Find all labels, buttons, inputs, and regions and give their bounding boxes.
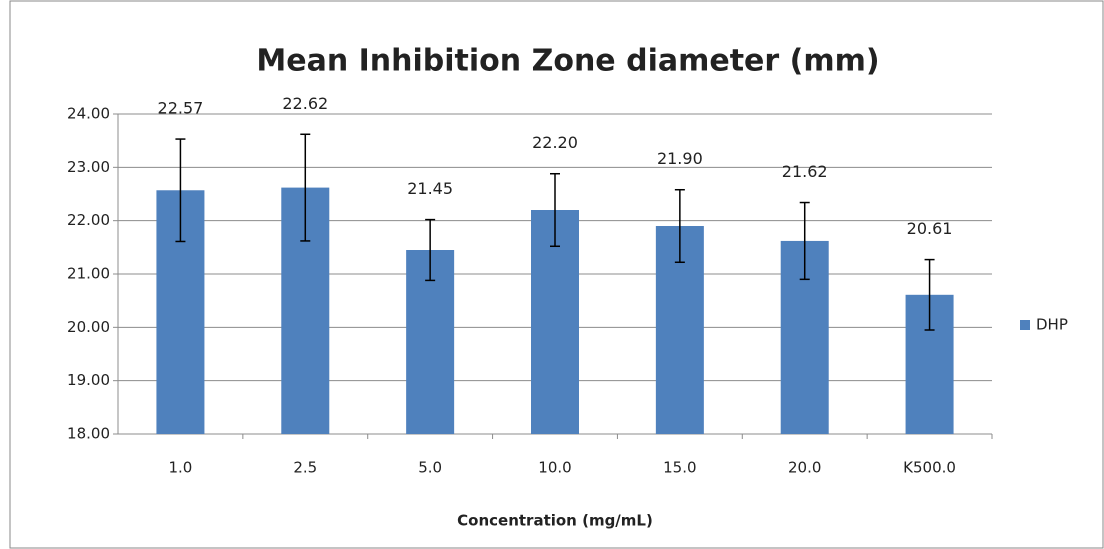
x-tick-label: 5.0	[418, 459, 442, 477]
y-tick-label: 23.00	[67, 158, 110, 176]
bar	[531, 210, 579, 434]
legend-swatch	[1020, 320, 1030, 330]
legend-label: DHP	[1036, 316, 1068, 334]
x-tick-label: 20.0	[788, 459, 821, 477]
data-label: 22.62	[282, 94, 328, 113]
x-tick-label: 10.0	[538, 459, 571, 477]
data-label: 22.57	[158, 99, 204, 118]
data-label: 21.62	[782, 162, 828, 181]
x-tick-label: K500.0	[903, 459, 956, 477]
data-label: 20.61	[907, 219, 953, 238]
x-tick-label: 2.5	[293, 459, 317, 477]
x-tick-label: 15.0	[663, 459, 696, 477]
error-bar	[425, 218, 436, 282]
error-bar	[300, 133, 311, 242]
y-tick-label: 21.00	[67, 265, 110, 283]
x-axis-title: Concentration (mg/mL)	[457, 512, 653, 530]
error-bar	[799, 201, 810, 281]
error-bar	[674, 188, 685, 264]
y-tick-label: 24.00	[67, 105, 110, 123]
y-tick-label: 22.00	[67, 211, 110, 229]
error-bar	[175, 138, 186, 243]
y-tick-label: 18.00	[67, 425, 110, 443]
data-label: 22.20	[532, 133, 578, 152]
chart-title: Mean Inhibition Zone diameter (mm)	[256, 44, 879, 79]
error-bar	[550, 172, 560, 248]
data-label: 21.90	[657, 149, 703, 168]
data-label: 21.45	[407, 179, 453, 198]
error-bar	[924, 258, 935, 331]
y-tick-label: 19.00	[67, 371, 110, 389]
x-tick-label: 1.0	[168, 459, 192, 477]
y-tick-label: 20.00	[67, 318, 110, 336]
